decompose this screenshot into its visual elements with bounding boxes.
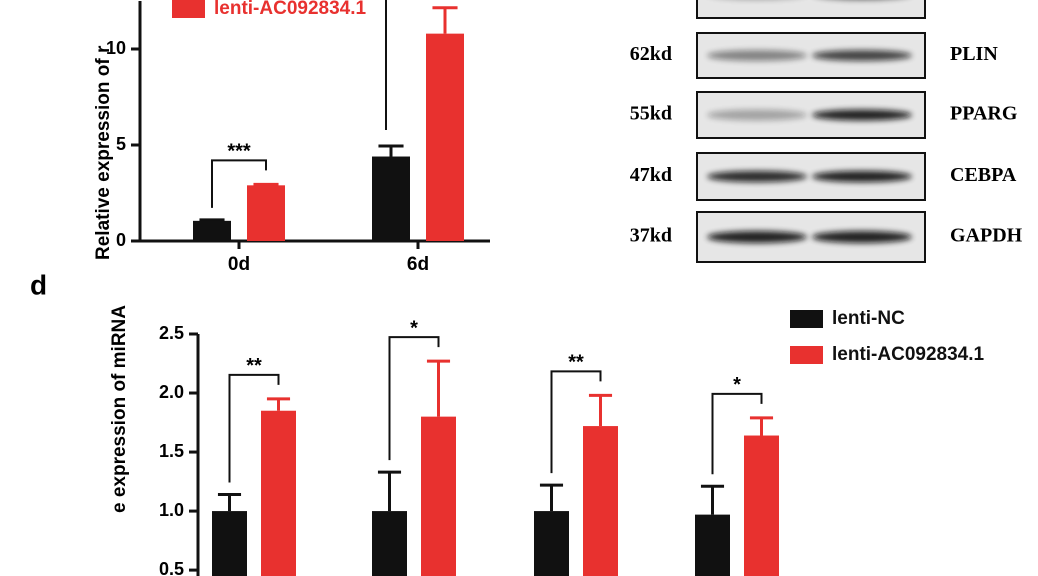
significance-label: * [410, 317, 418, 339]
blot-band [707, 50, 807, 61]
y-tick-label: 10 [106, 38, 126, 58]
blot-size: 55kd [630, 103, 672, 125]
bar [372, 511, 407, 576]
legend-swatch [790, 310, 823, 328]
significance-label: ** [246, 355, 262, 377]
blot-protein: PPARG [950, 103, 1018, 125]
blot-protein: CEBPA [950, 164, 1017, 186]
blot-band [812, 170, 912, 183]
significance-bracket [388, 336, 440, 461]
bar [421, 416, 456, 576]
y-tick-label: 0 [116, 230, 126, 250]
blot-band [812, 109, 912, 121]
y-tick-label: 1.0 [159, 500, 184, 520]
significance-label: *** [227, 141, 251, 163]
blot-protein: PLIN [950, 43, 998, 65]
bar [695, 514, 730, 576]
significance-label: ** [568, 352, 584, 374]
y-tick-label: 2.0 [159, 382, 184, 402]
bar [193, 220, 231, 241]
legend-label: lenti-AC092834.1 [832, 344, 985, 365]
legend-label: lenti-AC092834.1 [214, 0, 367, 19]
x-tick-label: 6d [407, 254, 429, 275]
blot-band [707, 231, 807, 243]
blot-box [696, 0, 926, 19]
blot-protein: FABP4 [950, 0, 1011, 4]
legend-label: lenti-NC [832, 308, 905, 329]
significance-label: * [733, 374, 741, 396]
significance-bracket [711, 392, 763, 475]
blot-size: 47kd [630, 164, 672, 186]
y-tick-label: 1.5 [159, 441, 184, 461]
bar [372, 156, 410, 241]
panel-label: d [30, 269, 47, 300]
x-tick-label: 0d [228, 254, 250, 275]
significance-bracket [228, 373, 280, 483]
y-tick-label: 5 [116, 134, 126, 154]
y-tick-label: 2.5 [159, 323, 184, 343]
bar [261, 410, 296, 576]
bar [534, 511, 569, 576]
y-axis-title: Relative expression of r [93, 45, 114, 260]
bar [212, 511, 247, 576]
blot-size: 62kd [630, 43, 672, 65]
significance-bracket [211, 159, 267, 208]
bar [247, 185, 285, 241]
legend-swatch [790, 346, 823, 364]
y-tick-label: 0.5 [159, 559, 184, 576]
blot-band [812, 231, 912, 243]
blot-protein: GAPDH [950, 225, 1023, 247]
bar [426, 33, 464, 241]
blot-band [812, 50, 912, 61]
bar [583, 426, 618, 576]
blot-size: 150kd [620, 0, 672, 4]
significance-bracket [550, 370, 602, 474]
blot-band [707, 170, 807, 183]
western-blot: 150kd FABP4 62kd PLIN 55kd PPARG 47kd CEBPA 37kd… [620, 0, 1023, 263]
blot-size: 37kd [630, 225, 672, 247]
bar [744, 435, 779, 576]
legend-swatch [172, 0, 205, 18]
blot-band [707, 109, 807, 121]
y-axis-title: e expression of miRNA [109, 305, 130, 513]
chart: 0.5 1.0 1.5 2.0 2.5 e expression of miRNA lent… [109, 305, 985, 576]
